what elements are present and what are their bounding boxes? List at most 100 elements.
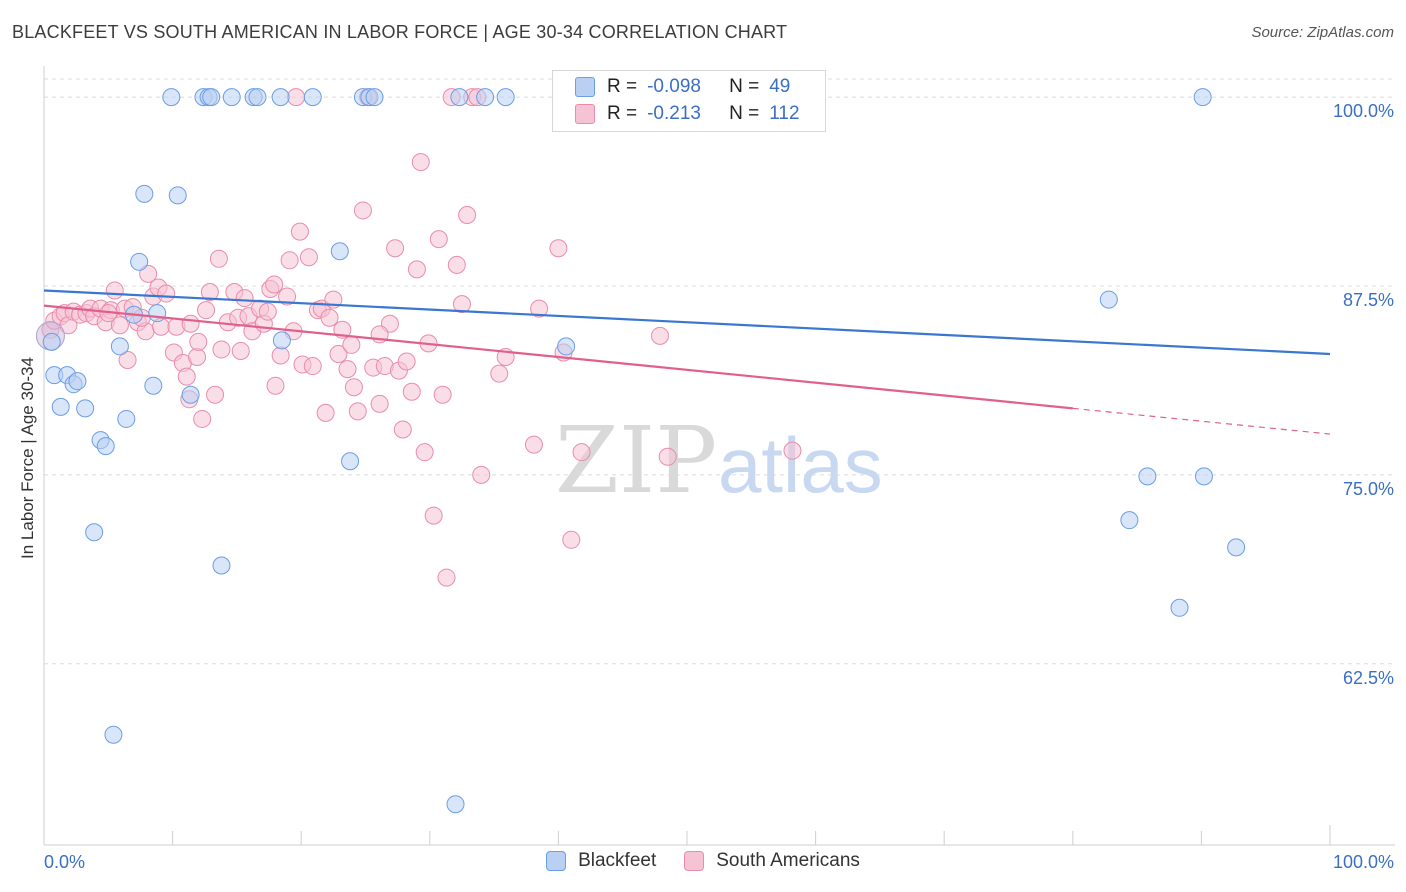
r-label: R = [607,103,638,124]
blackfeet-point [222,88,241,107]
south-americans-point [188,347,207,366]
south-americans-point [258,302,277,321]
south-americans-point [452,295,471,314]
blackfeet-point [162,88,181,107]
blackfeet-point [1194,467,1213,486]
blackfeet-point [1099,290,1118,309]
n-label: N = [729,76,760,97]
blackfeet-point [117,409,136,428]
blackfeet-point [68,372,87,391]
blackfeet-point [271,88,290,107]
south-americans-point [231,341,250,360]
y-tick-label: 62.5% [1342,667,1394,688]
south-americans-trend-line [43,304,1073,410]
south-americans-point [189,332,208,351]
south-americans-point [549,239,568,258]
south-americans-point [197,301,216,320]
y-tick-label: 100.0% [1332,101,1394,122]
south-americans-point [299,248,318,267]
trend-lines [43,289,1331,435]
south-americans-point [139,264,158,283]
south-americans-point [370,394,389,413]
blackfeet-point [446,795,465,814]
blackfeet-point [85,523,104,542]
x-tick-min: 0.0% [44,852,86,872]
x-tick-max: 100.0% [1332,852,1394,872]
south-americans-point [344,378,363,397]
south-americans-point [206,385,225,404]
south-americans-point [316,403,335,422]
south-americans-point [118,351,137,370]
south-americans-point [530,299,549,318]
n-value-south-americans: 112 [769,103,800,124]
gridlines [44,78,1395,665]
blackfeet-point [303,88,322,107]
legend: Blackfeet South Americans [0,850,1406,872]
south-americans-point [411,153,430,172]
r-value-south-americans: -0.213 [647,103,701,124]
south-americans-point [490,364,509,383]
south-americans-point [105,281,124,300]
blackfeet-point [148,304,167,323]
blackfeet-point [110,337,129,356]
blackfeet-point [1193,88,1212,107]
chart-source: Source: ZipAtlas.com [1251,24,1394,41]
chart-title: BLACKFEET VS SOUTH AMERICAN IN LABOR FOR… [12,22,788,42]
legend-label-blackfeet: Blackfeet [578,850,657,871]
south-americans-point [397,352,416,371]
blackfeet-point [76,399,95,418]
blackfeet-trend-line [43,289,1331,356]
blackfeet-point [272,331,291,350]
south-americans-point [348,402,367,421]
south-americans-point [110,316,129,335]
south-americans-point [447,255,466,274]
blackfeet-point [202,88,221,107]
legend-swatch-south-americans [684,851,705,871]
legend-item-south-americans[interactable]: South Americans [684,850,860,872]
south-americans-point [271,346,290,365]
south-americans-point [329,344,348,363]
south-americans-points [35,88,802,587]
south-americans-point [458,205,477,224]
n-value-blackfeet: 49 [769,76,791,97]
south-americans-point [290,222,309,241]
n-label: N = [729,103,760,124]
south-americans-point [429,230,448,249]
south-americans-point [658,447,677,466]
south-americans-point [193,409,212,428]
blackfeet-point [168,186,187,205]
south-americans-point [393,420,412,439]
south-americans-point [209,249,228,268]
south-americans-point [437,568,456,587]
south-americans-point [265,275,284,294]
south-americans-point [212,340,231,359]
south-americans-point [402,382,421,401]
south-americans-point [157,284,176,303]
legend-item-blackfeet[interactable]: Blackfeet [546,850,656,872]
stats-row-south-americans: R = -0.213 N = 112 [575,101,800,127]
south-americans-swatch [575,104,595,124]
south-americans-point [280,251,299,270]
r-label: R = [607,76,638,97]
blackfeet-point [248,88,267,107]
blackfeet-point [104,725,123,744]
south-americans-point [472,465,491,484]
south-americans-point [407,260,426,279]
south-americans-point [572,443,591,462]
blackfeet-point [144,376,163,395]
south-americans-point [235,289,254,308]
south-americans-point [353,201,372,220]
y-tick-label: 87.5% [1342,289,1394,310]
south-americans-point [303,357,322,376]
blackfeet-point [1138,467,1157,486]
blackfeet-point [341,452,360,471]
blackfeet-point [496,88,515,107]
blackfeet-point [1120,511,1139,530]
stats-row-blackfeet: R = -0.098 N = 49 [575,74,790,100]
blackfeet-point [365,88,384,107]
blackfeet-point [181,385,200,404]
axes [43,66,1395,846]
r-value-blackfeet: -0.098 [647,76,701,97]
blackfeet-swatch [575,77,595,97]
